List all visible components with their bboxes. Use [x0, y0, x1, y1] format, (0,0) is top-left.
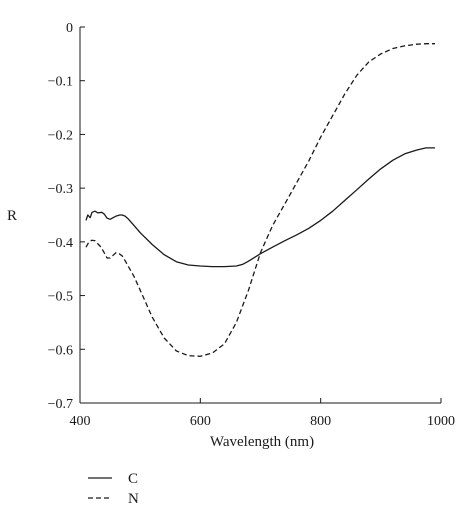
y-tick-label-2: −0.2 [48, 128, 73, 143]
x-tick-label-0: 400 [70, 414, 91, 429]
y-tick-label-7: −0.7 [48, 397, 73, 412]
x-tick-label-2: 800 [310, 414, 331, 429]
legend-label-n: N [128, 491, 139, 507]
x-axis-label: Wavelength (nm) [210, 434, 314, 450]
series-line-c [85, 147, 435, 268]
y-axis-label: R [7, 208, 17, 224]
y-tick-label-1: −0.1 [48, 75, 73, 90]
legend-label-c: C [128, 471, 138, 487]
y-tick-label-6: −0.6 [48, 343, 73, 358]
x-tick-label-3: 1000 [427, 414, 455, 429]
y-tick-label-4: −0.4 [48, 236, 73, 251]
y-tick-label-5: −0.5 [48, 290, 73, 305]
series-line-n [85, 43, 435, 357]
y-tick-label-0: 0 [66, 21, 73, 36]
plot-area: 0 −0.1 −0.2 −0.3 −0.4 −0.5 −0.6 −0.7 400 600 800 10… [48, 21, 455, 429]
x-tick-label-1: 600 [190, 414, 211, 429]
legend: C N [88, 471, 139, 507]
y-tick-label-3: −0.3 [48, 182, 73, 197]
